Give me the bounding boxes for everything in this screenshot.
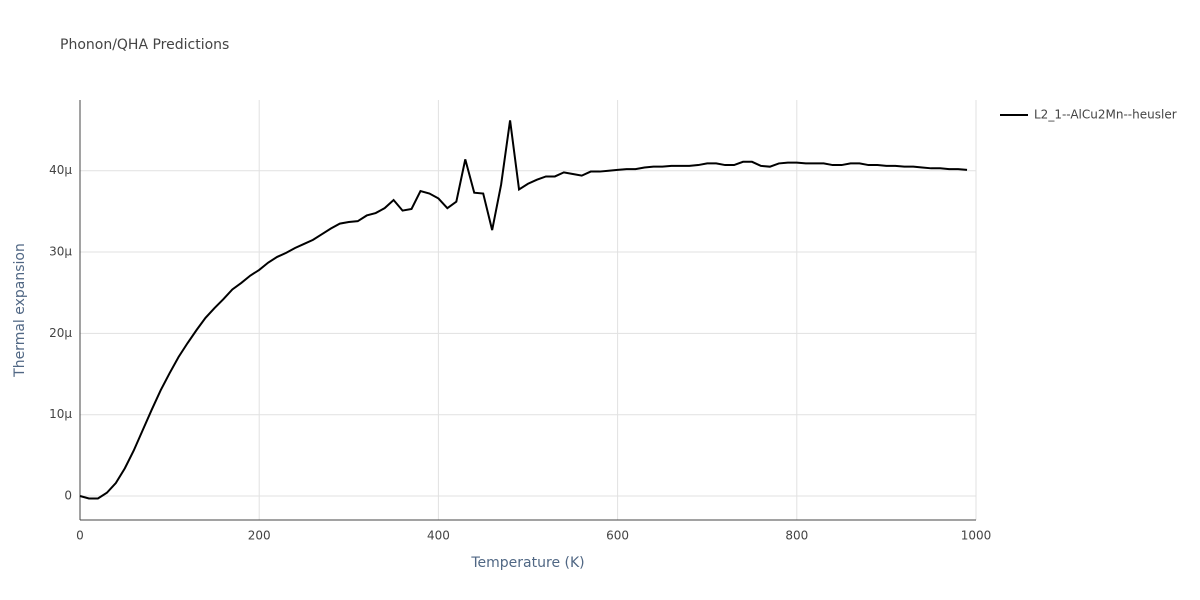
legend-label: L2_1--AlCu2Mn--heusler <box>1034 108 1177 122</box>
y-tick-label: 10μ <box>49 407 72 421</box>
y-tick-label: 20μ <box>49 326 72 340</box>
chart-title: Phonon/QHA Predictions <box>60 37 229 53</box>
x-axis-title: Temperature (K) <box>470 555 584 571</box>
x-tick-label: 400 <box>427 529 450 543</box>
y-tick-label: 0 <box>64 489 72 503</box>
x-tick-label: 800 <box>785 529 808 543</box>
y-tick-label: 30μ <box>49 245 72 259</box>
y-tick-label: 40μ <box>49 163 72 177</box>
y-axis-title: Thermal expansion <box>12 243 28 378</box>
x-tick-label: 600 <box>606 529 629 543</box>
x-tick-label: 200 <box>248 529 271 543</box>
x-tick-label: 0 <box>76 529 84 543</box>
data-line <box>79 120 968 500</box>
x-tick-label: 1000 <box>961 529 992 543</box>
